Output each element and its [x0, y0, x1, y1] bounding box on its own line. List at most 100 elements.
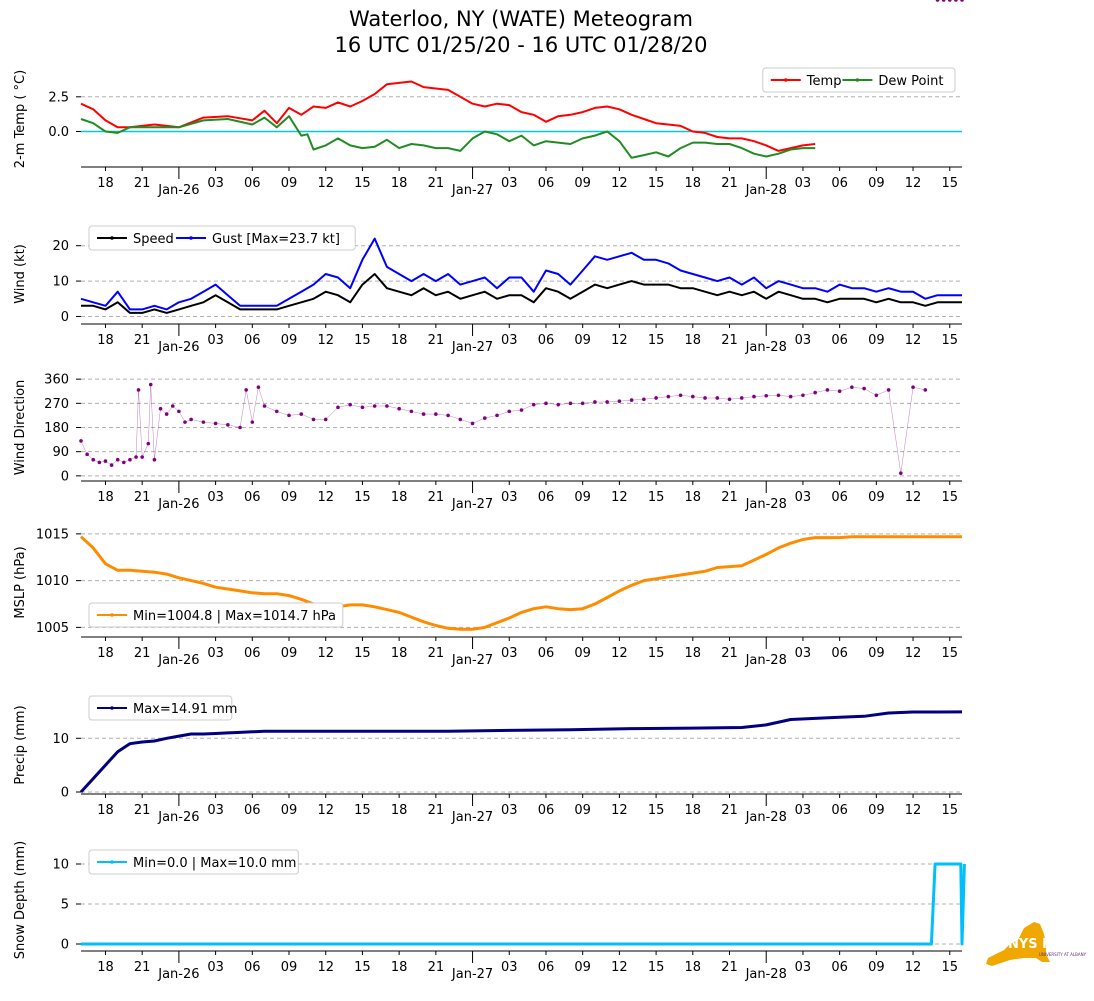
direction-point: [941, 0, 946, 2]
snow-ylabel: Snow Depth (mm): [13, 841, 28, 959]
direction-point: [470, 421, 475, 426]
wind-xtick-hour: 09: [574, 333, 591, 348]
direction-point: [764, 394, 769, 398]
precip-xtick-hour: 03: [795, 803, 812, 818]
direction-point: [654, 396, 658, 400]
mslp-xtick-hour: 09: [868, 646, 885, 661]
precip-xtick-hour: 21: [721, 803, 738, 818]
snow-legend-label: Min=0.0 | Max=10.0 mm: [133, 856, 296, 871]
direction-point: [580, 401, 585, 406]
precip-legend-marker: [110, 706, 114, 710]
direction-point: [287, 413, 291, 418]
temp-xtick-hour: 18: [685, 176, 702, 191]
mslp-xtick-date: Jan-27: [451, 653, 493, 668]
precip-xtick-hour: 15: [648, 803, 665, 818]
temp-xtick-date: Jan-27: [451, 183, 493, 198]
precip-xtick-date: Jan-27: [451, 810, 493, 825]
precip-xtick-hour: 03: [501, 803, 518, 818]
temp-ytick-label: 0.0: [48, 125, 69, 140]
temp-xtick-hour: 09: [574, 176, 591, 191]
direction-point: [256, 385, 261, 390]
direction-point: [122, 460, 126, 465]
direction-point: [605, 400, 609, 404]
temp-xtick-hour: 12: [611, 176, 628, 191]
snow-xtick-hour: 18: [391, 960, 408, 975]
wind-xtick-hour: 21: [134, 333, 151, 348]
mslp-xtick-hour: 06: [538, 646, 555, 661]
snow-xtick-hour: 18: [685, 960, 702, 975]
nys-mesonet-logo: NYS Mesonet UNIVERSITY AT ALBANY: [986, 922, 1088, 966]
precip-xtick-hour: 12: [317, 803, 334, 818]
precip-xtick-date: Jan-26: [157, 810, 199, 825]
direction-point: [666, 394, 671, 399]
direction-point: [752, 394, 756, 399]
snow-xtick-date: Jan-27: [451, 967, 493, 982]
wind-xtick-hour: 03: [207, 333, 224, 348]
temp-xtick-hour: 06: [244, 176, 261, 191]
direction-ytick-label: 270: [44, 397, 69, 412]
direction-point: [91, 457, 96, 462]
direction-point: [691, 394, 695, 399]
temp-xtick-hour: 09: [868, 176, 885, 191]
temp-xtick-hour: 06: [831, 176, 848, 191]
direction-point: [727, 397, 732, 402]
direction-ytick-label: 90: [52, 445, 69, 460]
snow-xtick-hour: 06: [831, 960, 848, 975]
direction-xtick-date: Jan-28: [745, 497, 787, 512]
temp-ylabel: 2-m Temp ( °C): [13, 70, 28, 168]
direction-point: [531, 402, 536, 407]
direction-point: [85, 452, 89, 457]
temp-legend-label: Dew Point: [878, 74, 943, 89]
precip-xtick-date: Jan-28: [745, 810, 787, 825]
precip-xtick-hour: 21: [428, 803, 445, 818]
wind-xtick-hour: 06: [538, 333, 555, 348]
mslp-ytick-label: 1015: [36, 527, 69, 542]
title-line-1: Waterloo, NY (WATE) Meteogram: [348, 7, 693, 31]
direction-xtick-hour: 15: [941, 490, 958, 505]
direction-point: [482, 416, 487, 420]
wind-ytick-label: 0: [61, 310, 69, 325]
direction-point: [556, 402, 561, 407]
precip-xtick-hour: 03: [207, 803, 224, 818]
mslp-xtick-hour: 15: [354, 646, 371, 661]
direction-point: [739, 396, 744, 400]
direction-point: [128, 457, 132, 462]
direction-point: [250, 420, 255, 424]
direction-xtick-hour: 09: [574, 490, 591, 505]
direction-point: [446, 413, 450, 418]
wind-legend-marker: [110, 236, 114, 240]
title-line-2: 16 UTC 01/25/20 - 16 UTC 01/28/20: [334, 33, 708, 57]
mslp-xtick-hour: 15: [941, 646, 958, 661]
direction-xtick-hour: 06: [538, 490, 555, 505]
direction-point: [629, 398, 634, 402]
precip-xtick-hour: 06: [244, 803, 261, 818]
wind-xtick-date: Jan-27: [451, 340, 493, 355]
snow-legend-marker: [110, 860, 114, 864]
direction-point: [678, 393, 683, 398]
direction-point: [213, 421, 218, 426]
snow-xtick-hour: 21: [428, 960, 445, 975]
wind-xtick-hour: 21: [721, 333, 738, 348]
direction-xtick-hour: 09: [281, 490, 298, 505]
direction-xtick-date: Jan-27: [451, 497, 493, 512]
direction-point: [593, 400, 597, 404]
snow-xtick-date: Jan-26: [157, 967, 199, 982]
mslp-xtick-hour: 18: [685, 646, 702, 661]
wind-xtick-hour: 15: [354, 333, 371, 348]
direction-xtick-hour: 12: [905, 490, 922, 505]
direction-xtick-hour: 15: [354, 490, 371, 505]
direction-point: [862, 386, 866, 391]
wind-legend-label: Gust [Max=23.7 kt]: [212, 232, 340, 247]
direction-point: [899, 471, 903, 475]
direction-point: [874, 393, 879, 398]
direction-xtick-hour: 03: [795, 490, 812, 505]
mslp-ytick-label: 1010: [36, 574, 69, 589]
direction-point: [360, 405, 365, 410]
direction-point: [103, 459, 108, 463]
precip-xtick-hour: 09: [868, 803, 885, 818]
snow-xtick-hour: 09: [281, 960, 298, 975]
direction-point: [336, 405, 340, 410]
direction-point: [617, 399, 622, 403]
direction-point: [788, 394, 793, 399]
direction-point: [911, 385, 915, 390]
